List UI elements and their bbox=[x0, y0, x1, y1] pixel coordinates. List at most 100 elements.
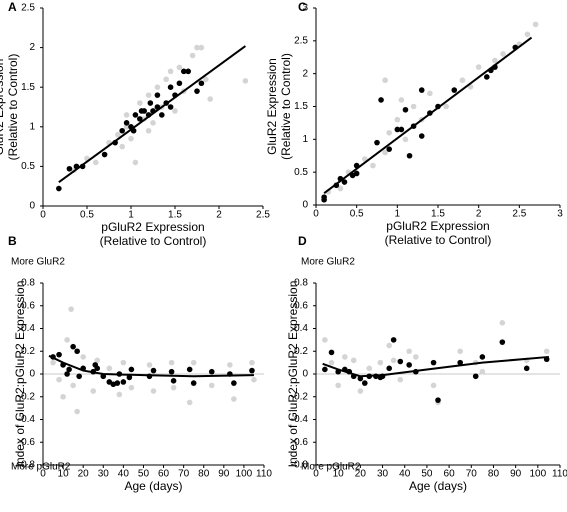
y-tick-label: -0.8 bbox=[18, 460, 36, 471]
y-axis-label: (Relative to Control) bbox=[6, 54, 20, 161]
y-tick-label: -0.2 bbox=[18, 391, 36, 402]
point bbox=[176, 80, 183, 87]
point bbox=[141, 108, 147, 114]
point bbox=[386, 129, 393, 136]
point bbox=[176, 64, 183, 71]
point bbox=[186, 399, 193, 406]
point bbox=[80, 354, 86, 360]
point bbox=[342, 354, 348, 360]
y-tick-label: 0 bbox=[302, 369, 308, 380]
point bbox=[231, 396, 237, 402]
panel-label: A bbox=[8, 0, 17, 14]
y-tick-label: 1.5 bbox=[294, 101, 308, 112]
point bbox=[168, 368, 175, 375]
x-tick-label: 2 bbox=[216, 210, 222, 221]
point bbox=[94, 357, 101, 364]
point bbox=[76, 373, 82, 380]
y-tick-label: -0.2 bbox=[291, 391, 309, 402]
point bbox=[207, 96, 213, 102]
x-tick-label: 2.5 bbox=[256, 210, 270, 221]
y-tick-label: 0 bbox=[29, 201, 35, 212]
panel-label: B bbox=[8, 234, 17, 248]
point bbox=[123, 124, 130, 130]
point bbox=[543, 348, 550, 355]
point bbox=[472, 373, 479, 380]
point bbox=[484, 74, 490, 80]
x-tick-label: 10 bbox=[333, 469, 345, 480]
point bbox=[145, 127, 152, 134]
fit-line bbox=[322, 355, 549, 378]
y-tick-label: 0.4 bbox=[21, 323, 35, 334]
point bbox=[251, 376, 257, 383]
point bbox=[397, 358, 404, 365]
point bbox=[74, 408, 80, 415]
point bbox=[154, 84, 161, 90]
x-tick-label: 2 bbox=[476, 209, 482, 220]
y-tick-label: 0.5 bbox=[294, 167, 308, 178]
y-tick-label: 2 bbox=[29, 42, 35, 53]
y-tick-label: 2 bbox=[302, 68, 308, 79]
fit-line bbox=[48, 354, 254, 378]
point bbox=[194, 88, 200, 94]
point bbox=[337, 185, 344, 192]
x-tick-label: 1 bbox=[128, 210, 134, 221]
point bbox=[128, 384, 135, 391]
y-tick-label: 0.2 bbox=[21, 346, 35, 357]
point bbox=[74, 348, 80, 355]
x-tick-label: 90 bbox=[218, 469, 230, 480]
point bbox=[94, 365, 101, 372]
point bbox=[386, 342, 393, 349]
point bbox=[106, 365, 113, 372]
x-tick-label: 10 bbox=[58, 469, 70, 480]
point bbox=[56, 185, 62, 192]
x-axis-label: Age (days) bbox=[409, 479, 467, 493]
point bbox=[114, 380, 121, 386]
point bbox=[418, 133, 425, 139]
point bbox=[335, 382, 341, 389]
point bbox=[198, 80, 205, 87]
point bbox=[377, 359, 384, 366]
point bbox=[123, 120, 130, 126]
x-tick-label: 40 bbox=[399, 469, 411, 480]
point bbox=[362, 380, 368, 386]
x-tick-label: 0 bbox=[313, 209, 319, 220]
point bbox=[115, 131, 121, 138]
point bbox=[163, 76, 169, 83]
x-tick-label: 110 bbox=[256, 469, 272, 480]
point bbox=[185, 68, 191, 75]
point bbox=[227, 362, 233, 368]
y-axis-label: GluR2 Expression bbox=[265, 58, 279, 155]
panel-label: C bbox=[298, 0, 307, 14]
point bbox=[524, 31, 531, 38]
point bbox=[56, 376, 62, 383]
point bbox=[137, 100, 143, 106]
point bbox=[68, 306, 74, 312]
point bbox=[499, 320, 506, 326]
point bbox=[370, 162, 376, 169]
point bbox=[64, 337, 70, 343]
point bbox=[50, 359, 56, 366]
point bbox=[406, 152, 413, 159]
point bbox=[203, 76, 209, 83]
point bbox=[159, 112, 165, 118]
y-tick-label: -0.4 bbox=[291, 414, 309, 425]
point bbox=[406, 348, 412, 355]
point bbox=[189, 52, 196, 59]
fit-line bbox=[323, 36, 533, 194]
x-axis-label: pGluR2 Expression bbox=[386, 219, 489, 233]
y-tick-label: 0 bbox=[29, 369, 35, 380]
y-axis-label: Index of GluR2:pGluR2 Expression bbox=[13, 281, 27, 468]
point bbox=[147, 100, 154, 106]
x-tick-label: 1 bbox=[395, 209, 401, 220]
point bbox=[128, 135, 134, 142]
point bbox=[394, 126, 401, 133]
annotation: More GluR2 bbox=[11, 257, 65, 268]
x-tick-label: 60 bbox=[158, 469, 170, 480]
x-tick-label: 80 bbox=[488, 469, 500, 480]
point bbox=[398, 126, 405, 133]
point bbox=[64, 371, 70, 377]
x-tick-label: 60 bbox=[444, 469, 456, 480]
point bbox=[499, 339, 506, 345]
point bbox=[397, 376, 404, 383]
